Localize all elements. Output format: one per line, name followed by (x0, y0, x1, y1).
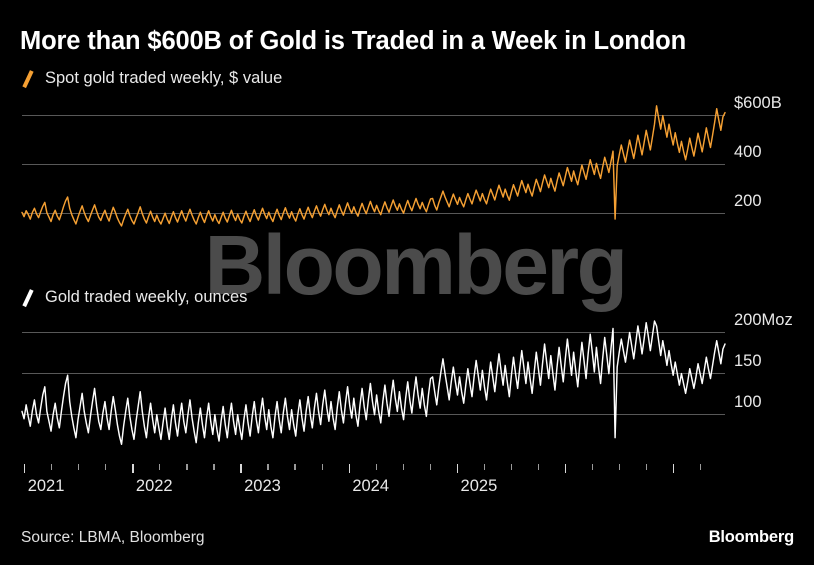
x-tick (456, 464, 459, 473)
x-tick (618, 464, 621, 470)
x-tick (483, 464, 485, 470)
x-axis-label-2021: 2021 (27, 477, 65, 495)
x-tick (132, 464, 134, 473)
legend-spot-value: Spot gold traded weekly, $ value (21, 70, 282, 87)
x-axis-label-2024: 2024 (352, 477, 390, 495)
x-tick (673, 464, 675, 473)
chart-title: More than $600B of Gold is Traded in a W… (20, 27, 687, 55)
ytick-top-400: 400 (734, 142, 762, 161)
x-tick (510, 464, 512, 470)
x-tick (159, 464, 161, 470)
x-tick (537, 464, 540, 470)
x-tick (375, 464, 377, 470)
x-tick (402, 464, 404, 470)
x-tick (700, 464, 702, 470)
x-tick (51, 464, 53, 470)
x-tick (267, 464, 269, 470)
series-line-ounces (21, 320, 726, 446)
x-tick (186, 464, 188, 470)
chart-panel-spot-value (21, 96, 726, 248)
x-tick (321, 464, 323, 470)
ytick-top-600: $600B (734, 93, 782, 112)
x-tick (240, 464, 242, 473)
legend-swatch-orange-icon (21, 71, 36, 87)
chart-panel-ounces (21, 312, 726, 464)
legend-swatch-white-icon (21, 290, 36, 306)
x-tick (564, 464, 567, 473)
x-tick (78, 464, 80, 470)
x-axis-label-2023: 2023 (244, 477, 281, 495)
x-tick (646, 464, 648, 470)
ytick-bottom-200moz: 200Moz (734, 310, 793, 329)
source-note: Source: LBMA, Bloomberg (21, 529, 205, 546)
series-line-spot-value (21, 105, 726, 227)
gridlines-top (22, 115, 725, 215)
ytick-bottom-100: 100 (734, 392, 762, 411)
gridlines-bottom (22, 332, 725, 416)
svg-spot-value (21, 105, 726, 227)
svg-ounces (21, 320, 726, 446)
ytick-top-200: 200 (734, 191, 762, 210)
x-tick (348, 464, 350, 473)
x-tick (294, 464, 296, 470)
x-tick (429, 464, 431, 470)
bloomberg-logo: Bloomberg (708, 528, 794, 546)
x-tick (591, 464, 594, 470)
legend-label-ounces: Gold traded weekly, ounces (45, 288, 248, 306)
x-tick (24, 464, 26, 473)
x-axis: 2021 2022 2023 2024 2025 (22, 464, 725, 510)
x-tick (105, 464, 107, 470)
x-axis-label-2022: 2022 (135, 477, 173, 495)
legend-label-spot-value: Spot gold traded weekly, $ value (45, 69, 283, 87)
legend-ounces: Gold traded weekly, ounces (21, 289, 247, 306)
x-axis-label-2025: 2025 (460, 477, 498, 495)
ytick-bottom-150: 150 (734, 351, 762, 370)
x-tick (213, 464, 215, 470)
